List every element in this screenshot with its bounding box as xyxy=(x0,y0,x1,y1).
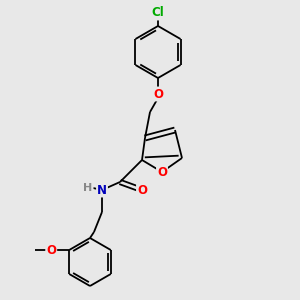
Text: O: O xyxy=(153,88,163,100)
Text: O: O xyxy=(46,244,56,256)
Text: O: O xyxy=(137,184,147,196)
Text: N: N xyxy=(97,184,107,196)
Text: H: H xyxy=(83,183,93,193)
Text: O: O xyxy=(157,166,167,178)
Text: Cl: Cl xyxy=(152,7,164,20)
